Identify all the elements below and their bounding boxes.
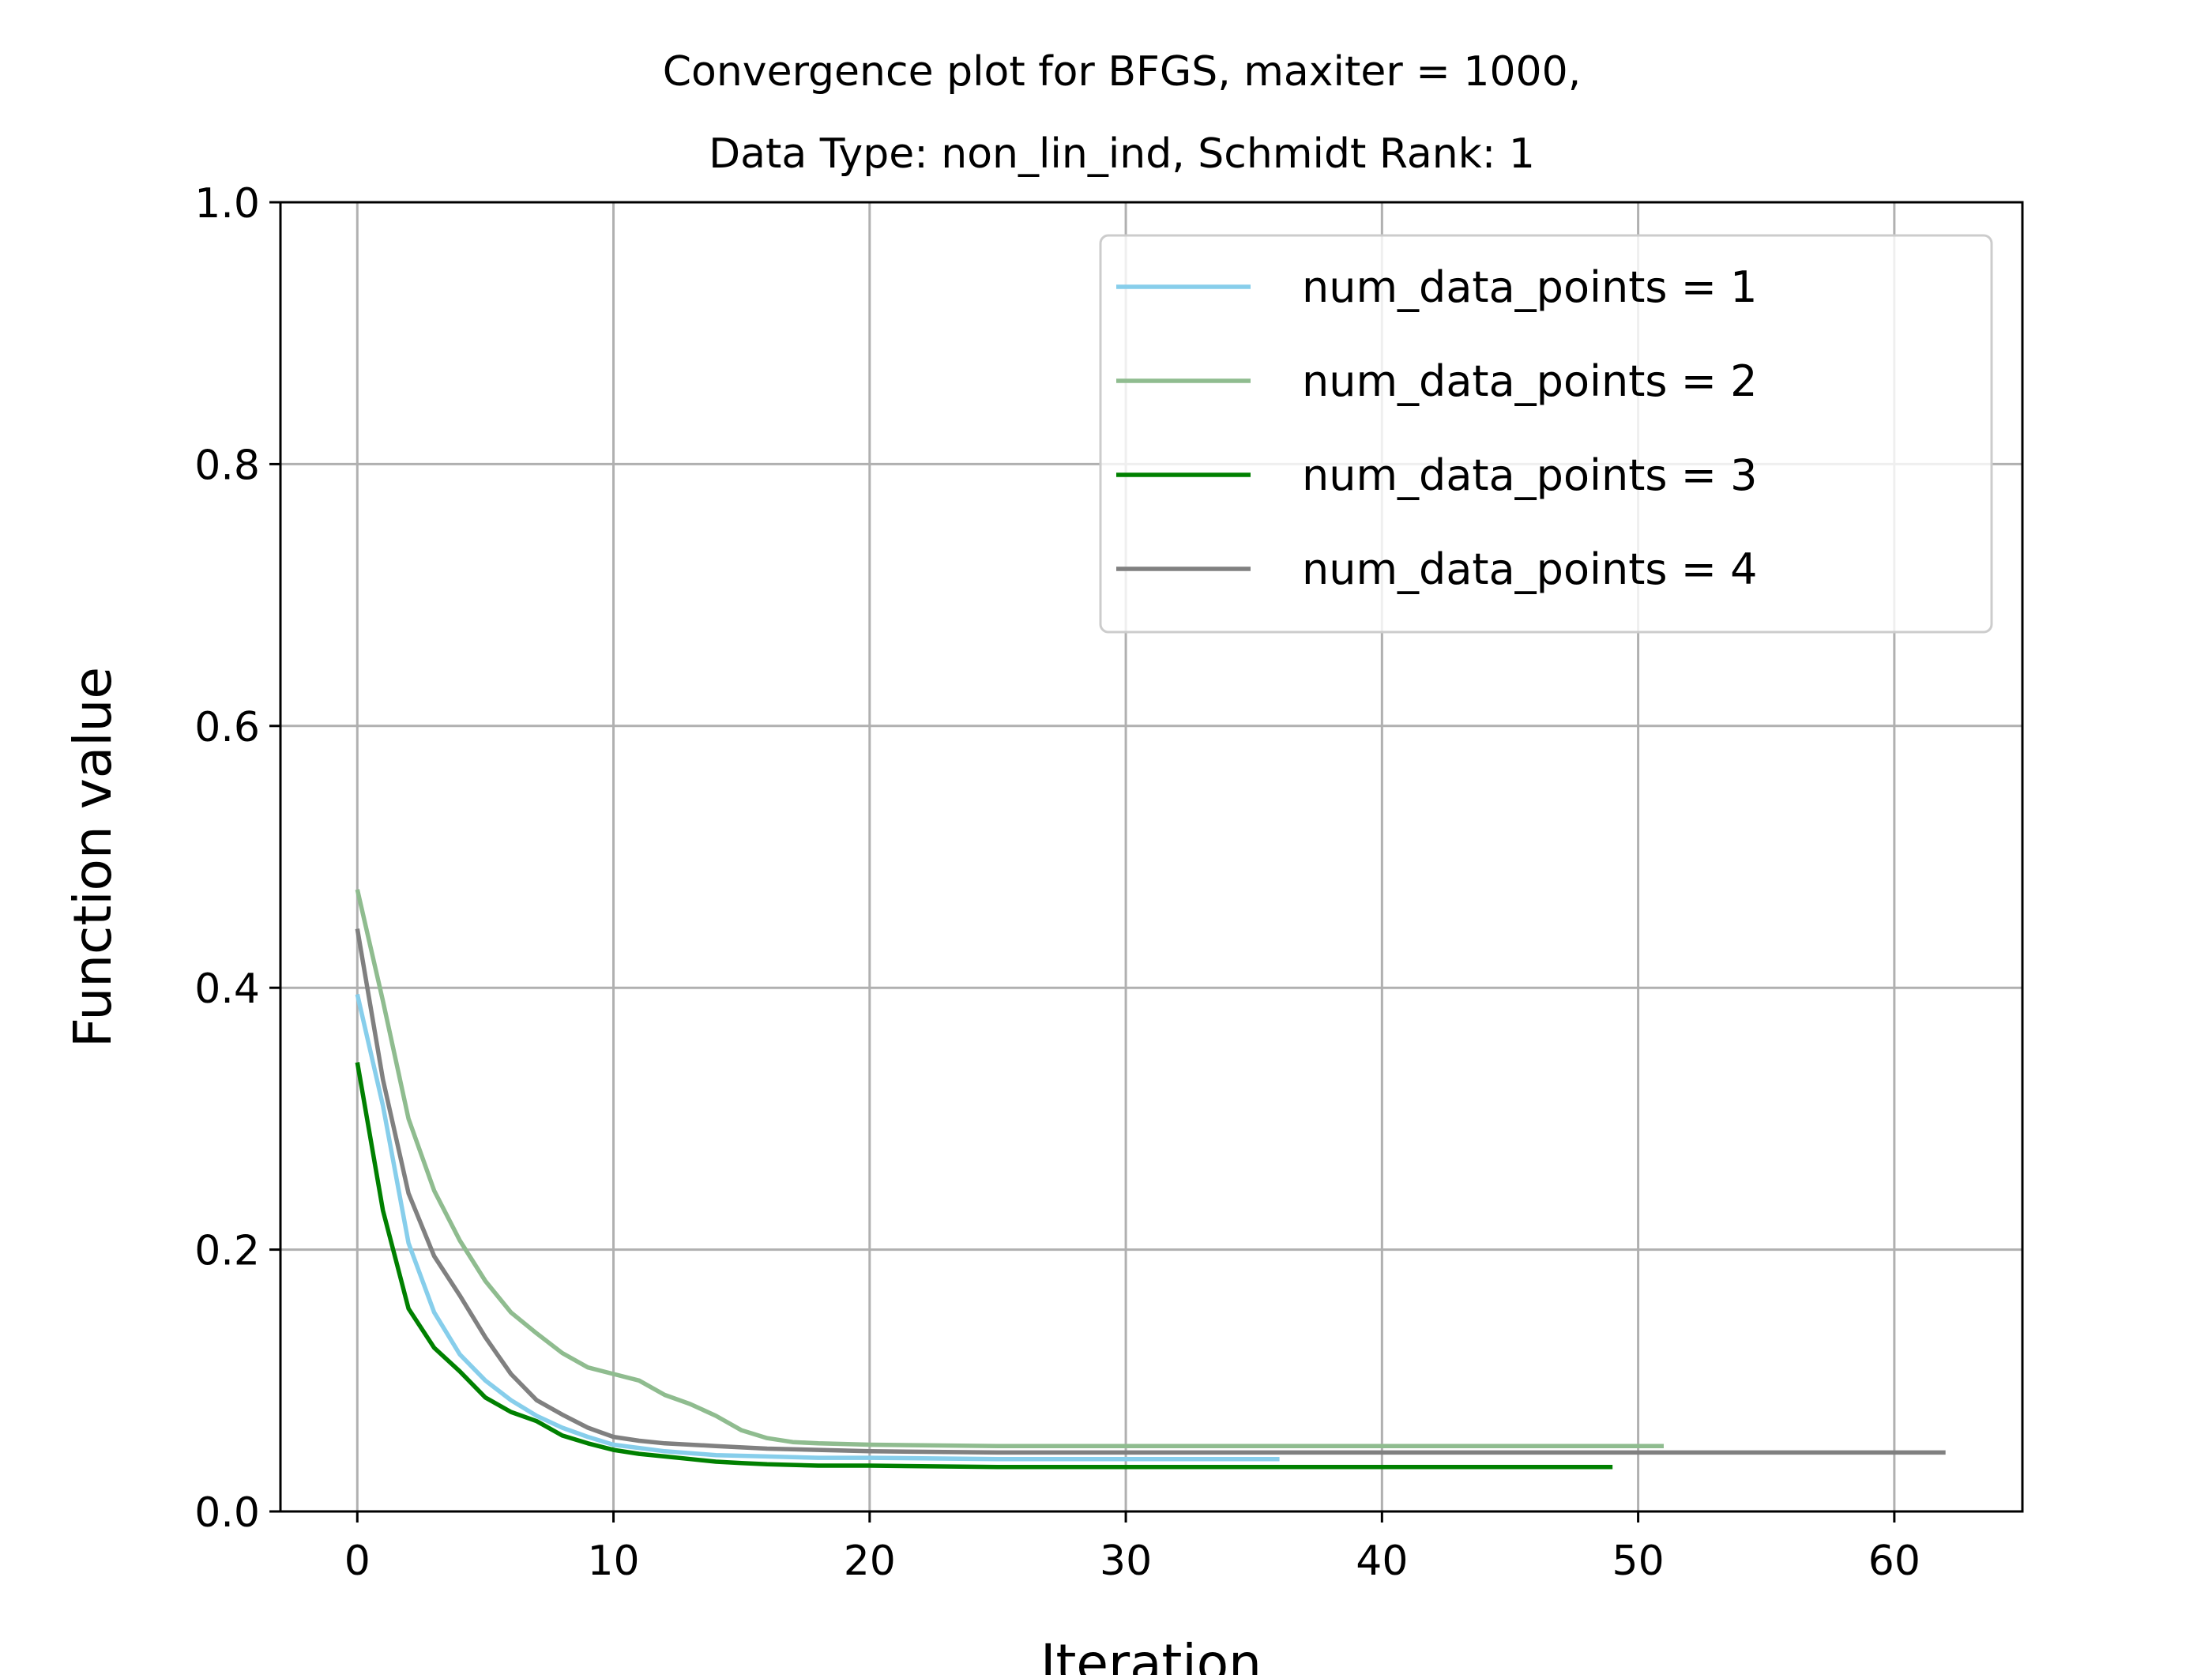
x-tick-label: 20 (844, 1538, 896, 1585)
plot-frame (279, 201, 2024, 1513)
x-tick-label: 60 (1868, 1538, 1920, 1585)
y-tick-label: 0.2 (194, 1228, 260, 1275)
series-lines (355, 889, 1946, 1470)
chart-title-line-1: Convergence plot for BFGS, maxiter = 100… (663, 48, 1582, 96)
legend-label-2: num_data_points = 2 (1302, 356, 1757, 406)
legend-label-1: num_data_points = 1 (1302, 262, 1757, 312)
series-line-2 (355, 889, 1664, 1448)
y-axis-label: Function value (62, 667, 123, 1048)
x-axis-label: Iteration (1040, 1633, 1262, 1675)
series-line-4 (355, 928, 1946, 1455)
legend: num_data_points = 1 num_data_points = 2 nu… (1099, 234, 1993, 634)
y-tick-label: 0.0 (194, 1489, 260, 1537)
x-tick-label: 0 (344, 1538, 371, 1585)
x-tick-label: 50 (1612, 1538, 1665, 1585)
y-tick-label: 0.8 (194, 442, 260, 489)
axis-ticks: 0 10 20 30 40 50 60 0.0 0.2 0.4 0.6 0.8 1.0 (194, 180, 1920, 1585)
y-tick-label: 0.6 (194, 704, 260, 751)
x-tick-label: 10 (587, 1538, 639, 1585)
legend-label-3: num_data_points = 3 (1302, 450, 1757, 500)
y-tick-label: 0.4 (194, 965, 260, 1013)
x-tick-label: 30 (1100, 1538, 1152, 1585)
x-tick-label: 40 (1356, 1538, 1408, 1585)
series-line-3 (355, 1062, 1613, 1470)
series-line-1 (355, 993, 1280, 1462)
legend-label-4: num_data_points = 4 (1302, 544, 1757, 594)
chart-title-line-2: Data Type: non_lin_ind, Schmidt Rank: 1 (709, 130, 1535, 178)
legend-frame (1099, 234, 1993, 634)
y-tick-label: 1.0 (194, 180, 260, 228)
